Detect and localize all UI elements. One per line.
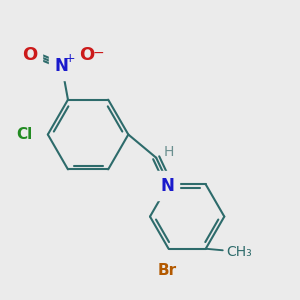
Text: N: N xyxy=(160,177,174,195)
Text: CH₃: CH₃ xyxy=(226,245,252,259)
Text: N: N xyxy=(55,57,69,75)
Text: H: H xyxy=(164,145,174,158)
Text: O: O xyxy=(79,46,94,64)
Text: +: + xyxy=(64,52,75,65)
Text: O: O xyxy=(22,46,37,64)
Text: Br: Br xyxy=(158,263,177,278)
Text: −: − xyxy=(92,46,104,60)
Text: Cl: Cl xyxy=(16,127,32,142)
